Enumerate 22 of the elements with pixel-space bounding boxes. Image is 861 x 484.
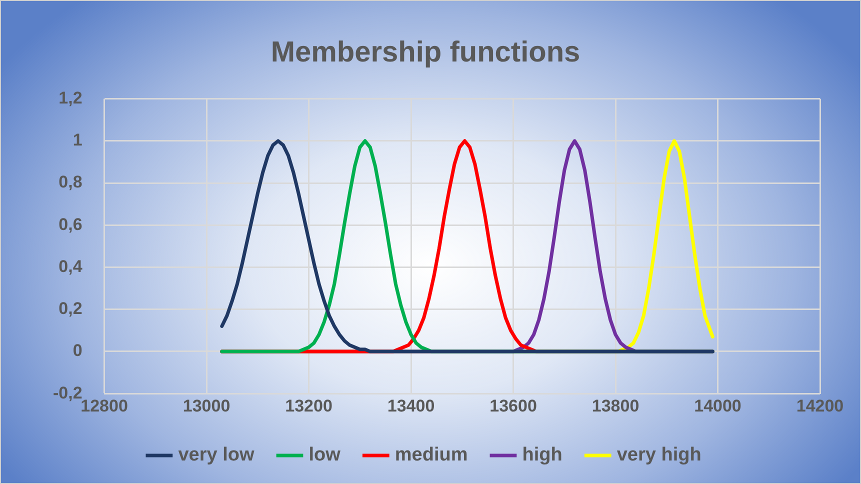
legend-label: high [522, 444, 562, 466]
x-tick-label: 13000 [182, 396, 230, 416]
y-tick-label: -0,2 [52, 383, 82, 402]
x-tick-label: 14200 [796, 396, 844, 416]
x-tick-label: 13400 [387, 396, 435, 416]
x-tick-label: 13600 [490, 396, 537, 416]
y-tick-label: 0 [72, 341, 82, 360]
y-tick-label: 0,2 [58, 299, 82, 318]
y-tick-label: 0,8 [58, 172, 82, 192]
x-tick-label: 13200 [285, 396, 332, 416]
y-tick-label: 0,4 [58, 256, 83, 276]
legend-label: low [308, 444, 341, 466]
y-tick-label: 1 [72, 130, 82, 150]
legend-label: very high [616, 444, 702, 466]
x-tick-label: 14000 [694, 396, 742, 416]
x-tick-label: 12800 [80, 396, 128, 416]
x-tick-label: 13800 [592, 396, 640, 416]
chart-title: Membership functions [270, 36, 580, 68]
legend-label: very low [178, 444, 254, 466]
y-tick-label: 0,6 [58, 214, 82, 234]
y-tick-label: 1,2 [58, 88, 82, 108]
legend-label: medium [394, 444, 468, 466]
